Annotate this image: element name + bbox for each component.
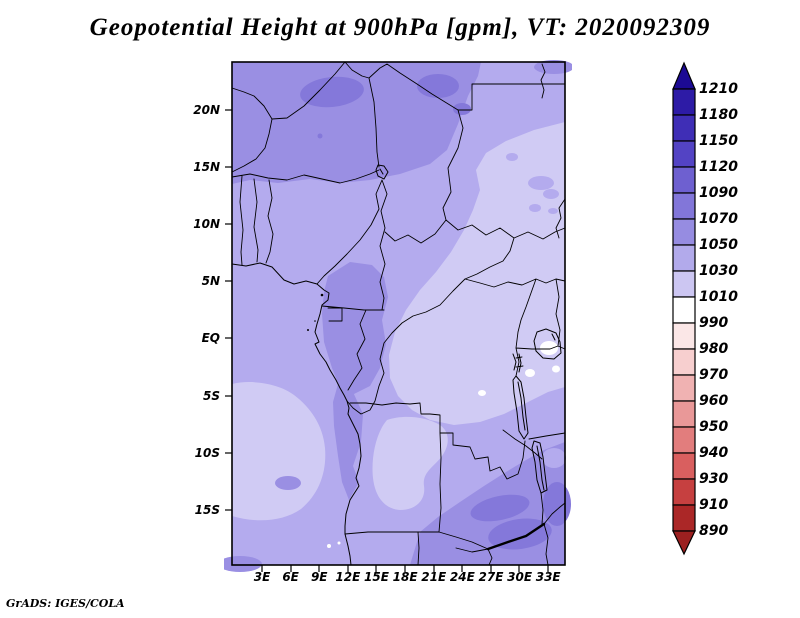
colorbar-cell	[672, 192, 696, 220]
lake-victoria	[533, 328, 562, 360]
colorbar-cell	[672, 452, 696, 480]
lon-ticks	[261, 565, 549, 572]
lon-tick-label: 15E	[364, 570, 389, 584]
colorbar-tick-label: 890	[699, 523, 729, 539]
colorbar-cell	[672, 61, 696, 90]
map-frame	[225, 61, 566, 572]
lat-tick-label: 15N	[193, 160, 220, 175]
colorbar-cell	[672, 270, 696, 298]
colorbar-cell	[672, 400, 696, 428]
colorbar-tick-label: 980	[699, 341, 729, 357]
colorbar-cell	[672, 114, 696, 142]
plot-title: Geopotential Height at 900hPa [gpm], VT:…	[89, 14, 711, 41]
colorbar-tick-label: 1210	[699, 81, 738, 97]
colorbar-tick-label: 1090	[699, 185, 738, 201]
lake-tanganyika	[512, 375, 529, 440]
colorbar-cell	[672, 348, 696, 376]
colorbar-cell	[672, 530, 696, 556]
colorbar-tick-label: 960	[699, 393, 729, 409]
colorbar-tick-label: 1010	[699, 289, 738, 305]
contour-fills	[224, 60, 572, 572]
colorbar-cell	[672, 374, 696, 402]
lon-tick-label: 9E	[310, 570, 328, 584]
colorbar-tick-label: 940	[699, 445, 729, 461]
colorbar-cell	[672, 218, 696, 246]
lon-tick-label: 27E	[478, 570, 504, 584]
colorbar-cell	[672, 140, 696, 168]
colorbar-tick-label: 910	[699, 497, 729, 513]
lon-tick-label: 3E	[253, 570, 271, 584]
colorbar-tick-label: 1180	[699, 107, 738, 123]
lat-tick-label: 15S	[194, 502, 220, 517]
river-lines	[540, 63, 566, 239]
country-borders	[231, 61, 566, 566]
lon-tick-label: 24E	[449, 570, 475, 584]
lon-tick-label: 21E	[421, 570, 447, 584]
colorbar-tick-label: 950	[699, 419, 729, 435]
colorbar-tick-label: 1030	[699, 263, 738, 279]
colorbar-cell	[672, 88, 696, 116]
lon-tick-label: 30E	[507, 570, 533, 584]
colorbar-tick-label: 970	[699, 367, 729, 383]
colorbar	[672, 61, 696, 556]
lake-chad	[375, 164, 389, 180]
colorbar-cell	[672, 504, 696, 532]
map-plot	[224, 60, 572, 572]
colorbar-tick-label: 1150	[699, 133, 738, 149]
lat-tick-label: EQ	[201, 331, 220, 346]
lon-tick-label: 18E	[392, 570, 418, 584]
colorbar-tick-label: 1050	[699, 237, 738, 253]
lakes	[375, 164, 562, 494]
coastline	[231, 262, 362, 566]
lake-malawi	[531, 440, 548, 494]
lon-tick-label: 33E	[535, 570, 561, 584]
grads-attribution: GrADS: IGES/COLA	[6, 597, 125, 610]
lat-tick-label: 5S	[203, 388, 220, 403]
lat-ticks	[225, 109, 232, 511]
colorbar-cell	[672, 296, 696, 324]
colorbar-tick-label: 930	[699, 471, 729, 487]
colorbar-tick-label: 990	[699, 315, 729, 331]
lat-tick-label: 10N	[193, 217, 220, 232]
lat-tick-label: 10S	[194, 445, 220, 460]
colorbar-tick-label: 1070	[699, 211, 738, 227]
lon-tick-label: 6E	[282, 570, 299, 584]
colorbar-cell	[672, 478, 696, 506]
lat-tick-label: 5N	[201, 274, 220, 289]
colorbar-cell	[672, 426, 696, 454]
colorbar-cell	[672, 166, 696, 194]
lat-tick-label: 20N	[193, 103, 220, 117]
colorbar-cell	[672, 244, 696, 272]
colorbar-tick-label: 1120	[699, 159, 738, 175]
colorbar-cell	[672, 322, 696, 350]
rift-lakes	[512, 353, 522, 373]
lon-tick-label: 12E	[335, 570, 361, 584]
